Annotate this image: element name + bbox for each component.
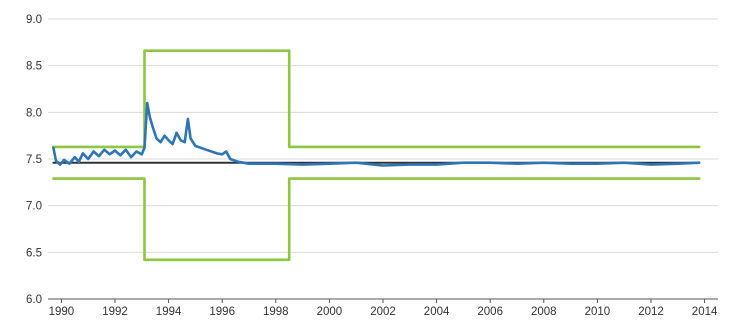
x-tick-label: 2002 xyxy=(370,306,396,318)
x-tick-label: 2006 xyxy=(477,306,503,318)
y-tick-label: 7.0 xyxy=(26,201,42,213)
x-tick-label: 2010 xyxy=(585,306,611,318)
y-tick-label: 6.5 xyxy=(26,247,42,259)
upper-band-line xyxy=(52,49,701,149)
axes xyxy=(48,298,718,303)
x-tick-label: 2014 xyxy=(692,306,718,318)
x-tick-label: 2004 xyxy=(424,306,450,318)
y-tick-label: 8.0 xyxy=(26,107,42,119)
tick-labels: 6.0 6.5 7.0 7.5 8.0 8.5 9.0 1990 1992 1994 1996 199… xyxy=(26,14,718,318)
y-tick-label: 7.5 xyxy=(26,154,42,166)
x-tick-label: 1996 xyxy=(209,306,235,318)
x-tick-label: 1992 xyxy=(102,306,128,318)
x-tick-label: 2012 xyxy=(638,306,664,318)
gridlines xyxy=(48,18,718,253)
series-layer xyxy=(52,49,701,262)
x-tick-label: 2000 xyxy=(317,306,343,318)
y-tick-label: 6.0 xyxy=(26,294,42,306)
x-tick-label: 1998 xyxy=(263,306,289,318)
lower-band-line xyxy=(52,177,701,262)
x-tick-label: 1994 xyxy=(156,306,182,318)
y-tick-label: 8.5 xyxy=(26,61,42,73)
y-tick-label: 9.0 xyxy=(26,14,42,26)
x-tick-label: 2008 xyxy=(531,306,557,318)
exchange-rate-line xyxy=(52,101,701,167)
x-tick-label: 1990 xyxy=(49,306,75,318)
